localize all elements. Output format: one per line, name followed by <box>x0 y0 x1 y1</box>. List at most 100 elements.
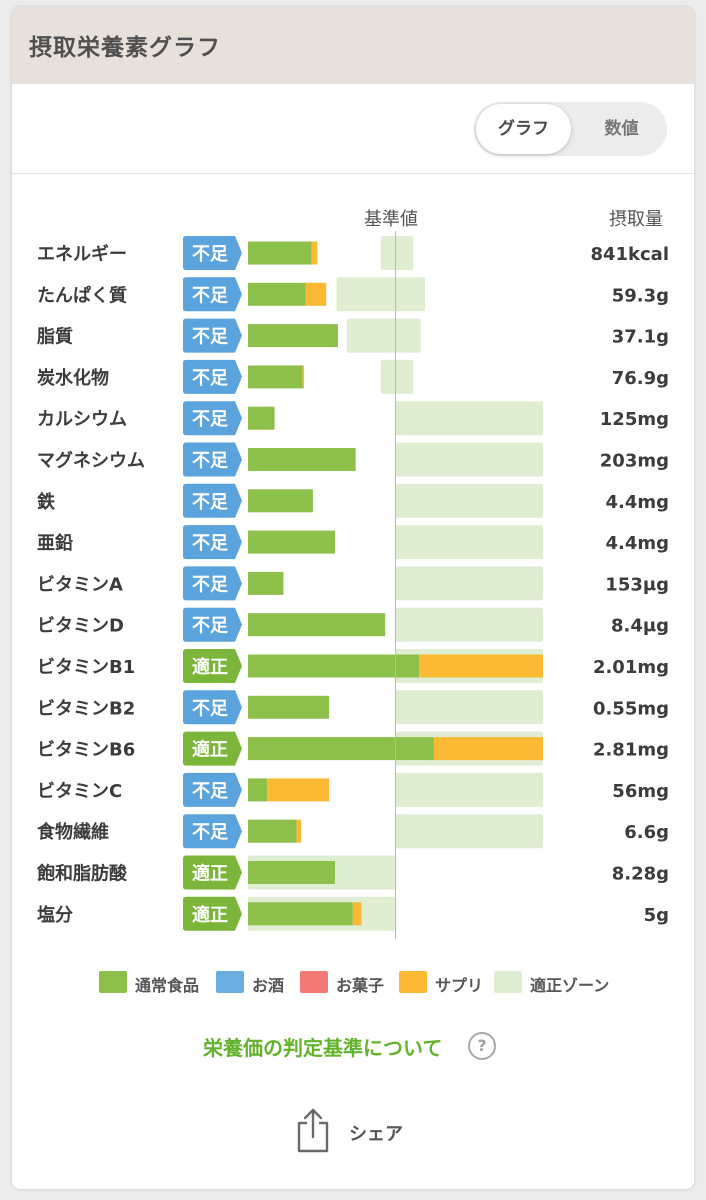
status-badge <box>183 566 242 601</box>
category-label: 塩分 <box>37 904 73 926</box>
adequate-zone <box>395 525 543 560</box>
category-label: カルシウム <box>37 409 127 430</box>
status-badge-label: 不足 <box>192 533 228 554</box>
adequate-zone <box>380 359 414 394</box>
intake-value: 76.9g <box>612 368 669 389</box>
adequate-zone <box>395 566 543 601</box>
legend-supplement-swatch <box>399 971 427 993</box>
intake-column-label: 摂取量 <box>609 209 663 230</box>
bar-segment <box>302 365 305 389</box>
bar-segment <box>419 654 543 678</box>
toggle-number-button[interactable]: 数値 <box>604 119 639 139</box>
status-badge-label: 適正 <box>192 739 228 761</box>
share-icon[interactable] <box>295 1107 331 1153</box>
legend-alcohol-label: お酒 <box>252 976 285 995</box>
category-label: 食物繊維 <box>36 821 109 843</box>
status-badge-label: 不足 <box>192 492 228 513</box>
bar-segment <box>248 282 306 306</box>
intake-value: 4.4mg <box>605 492 669 513</box>
category-label: 炭水化物 <box>37 367 109 389</box>
divider <box>12 173 694 174</box>
status-badge-label: 不足 <box>192 698 228 719</box>
bar-segment <box>248 365 303 389</box>
legend-sweets-label: お菓子 <box>336 976 385 995</box>
status-badge <box>183 442 242 477</box>
category-label: ビタミンB6 <box>37 740 135 761</box>
status-badge <box>183 649 242 683</box>
status-badge <box>183 772 242 807</box>
bar-segment <box>248 778 268 802</box>
bar-segment <box>248 861 336 884</box>
category-label: ビタミンB1 <box>37 657 135 678</box>
status-badge-label: 不足 <box>192 327 228 348</box>
bar-segment <box>248 406 275 430</box>
help-icon[interactable]: ? <box>468 1032 496 1060</box>
adequate-zone <box>346 318 421 353</box>
category-label: エネルギー <box>37 244 127 265</box>
category-label: ビタミンD <box>37 616 124 637</box>
status-badge-label: 不足 <box>192 409 228 430</box>
intake-value: 59.3g <box>612 285 669 306</box>
status-badge <box>183 896 242 931</box>
status-badge-label: 不足 <box>192 244 228 265</box>
bar-segment <box>248 489 313 513</box>
card-header: 摂取栄養素グラフ <box>12 7 694 84</box>
status-badge-label: 適正 <box>192 863 228 885</box>
intake-value: 153μg <box>605 574 669 595</box>
status-badge-label: 適正 <box>192 904 228 926</box>
bar-segment <box>248 448 356 471</box>
bar-segment <box>248 819 297 843</box>
bar-segment <box>433 737 543 761</box>
intake-value: 5g <box>644 905 669 926</box>
status-badge <box>183 359 242 394</box>
bar-segment <box>248 902 353 926</box>
intake-value: 56mg <box>612 781 669 802</box>
status-badge <box>183 690 242 725</box>
bar-segment <box>296 819 302 843</box>
status-badge-label: 不足 <box>192 616 228 637</box>
bar-segment <box>248 530 336 554</box>
legend-supplement-label: サプリ <box>435 976 484 995</box>
nutrient-graph-card: 摂取栄養素グラフ グラフ 数値 基準値 摂取量 エネルギー 不足 841kcal たん… <box>12 7 694 1189</box>
legend-zone-label: 適正ゾーン <box>530 976 610 995</box>
bar-segment <box>248 241 312 265</box>
toggle-graph-button[interactable]: グラフ <box>476 104 571 154</box>
intake-value: 841kcal <box>590 244 669 265</box>
category-label: 脂質 <box>37 326 73 348</box>
status-badge <box>183 731 242 766</box>
bar-segment <box>311 241 318 265</box>
category-label: ビタミンC <box>37 781 122 802</box>
status-badge <box>183 277 242 312</box>
adequate-zone <box>395 814 543 849</box>
status-badge <box>183 855 242 890</box>
intake-value: 203mg <box>600 451 669 472</box>
category-label: 亜鉛 <box>37 532 73 554</box>
intake-value: 0.55mg <box>593 698 669 719</box>
bar-segment <box>352 902 362 926</box>
category-label: 飽和脂肪酸 <box>36 863 128 885</box>
adequate-zone <box>395 690 543 725</box>
status-badge-label: 適正 <box>192 656 228 678</box>
status-badge <box>183 814 242 849</box>
category-label: マグネシウム <box>37 450 145 472</box>
share-button[interactable]: シェア <box>295 1107 425 1157</box>
reference-column-label: 基準値 <box>364 209 418 230</box>
category-label: たんぱく質 <box>37 284 127 306</box>
bar-segment <box>248 324 338 348</box>
intake-value: 6.6g <box>624 822 669 843</box>
legend-sweets-swatch <box>300 971 328 993</box>
share-label[interactable]: シェア <box>349 1124 403 1145</box>
intake-value: 8.4μg <box>611 616 669 637</box>
status-badge-label: 不足 <box>192 368 228 389</box>
adequate-zone <box>395 483 543 518</box>
category-label: ビタミンB2 <box>37 698 135 719</box>
view-toggle[interactable]: グラフ 数値 <box>474 102 667 156</box>
criteria-link-text[interactable]: 栄養価の判定基準について <box>203 1036 443 1060</box>
intake-value: 125mg <box>600 409 669 430</box>
adequate-zone <box>395 607 543 642</box>
status-badge-label: 不足 <box>192 451 228 472</box>
category-label: ビタミンA <box>37 574 123 595</box>
legend-alcohol-swatch <box>216 971 244 993</box>
status-badge-label: 不足 <box>192 285 228 306</box>
status-badge <box>183 236 242 270</box>
